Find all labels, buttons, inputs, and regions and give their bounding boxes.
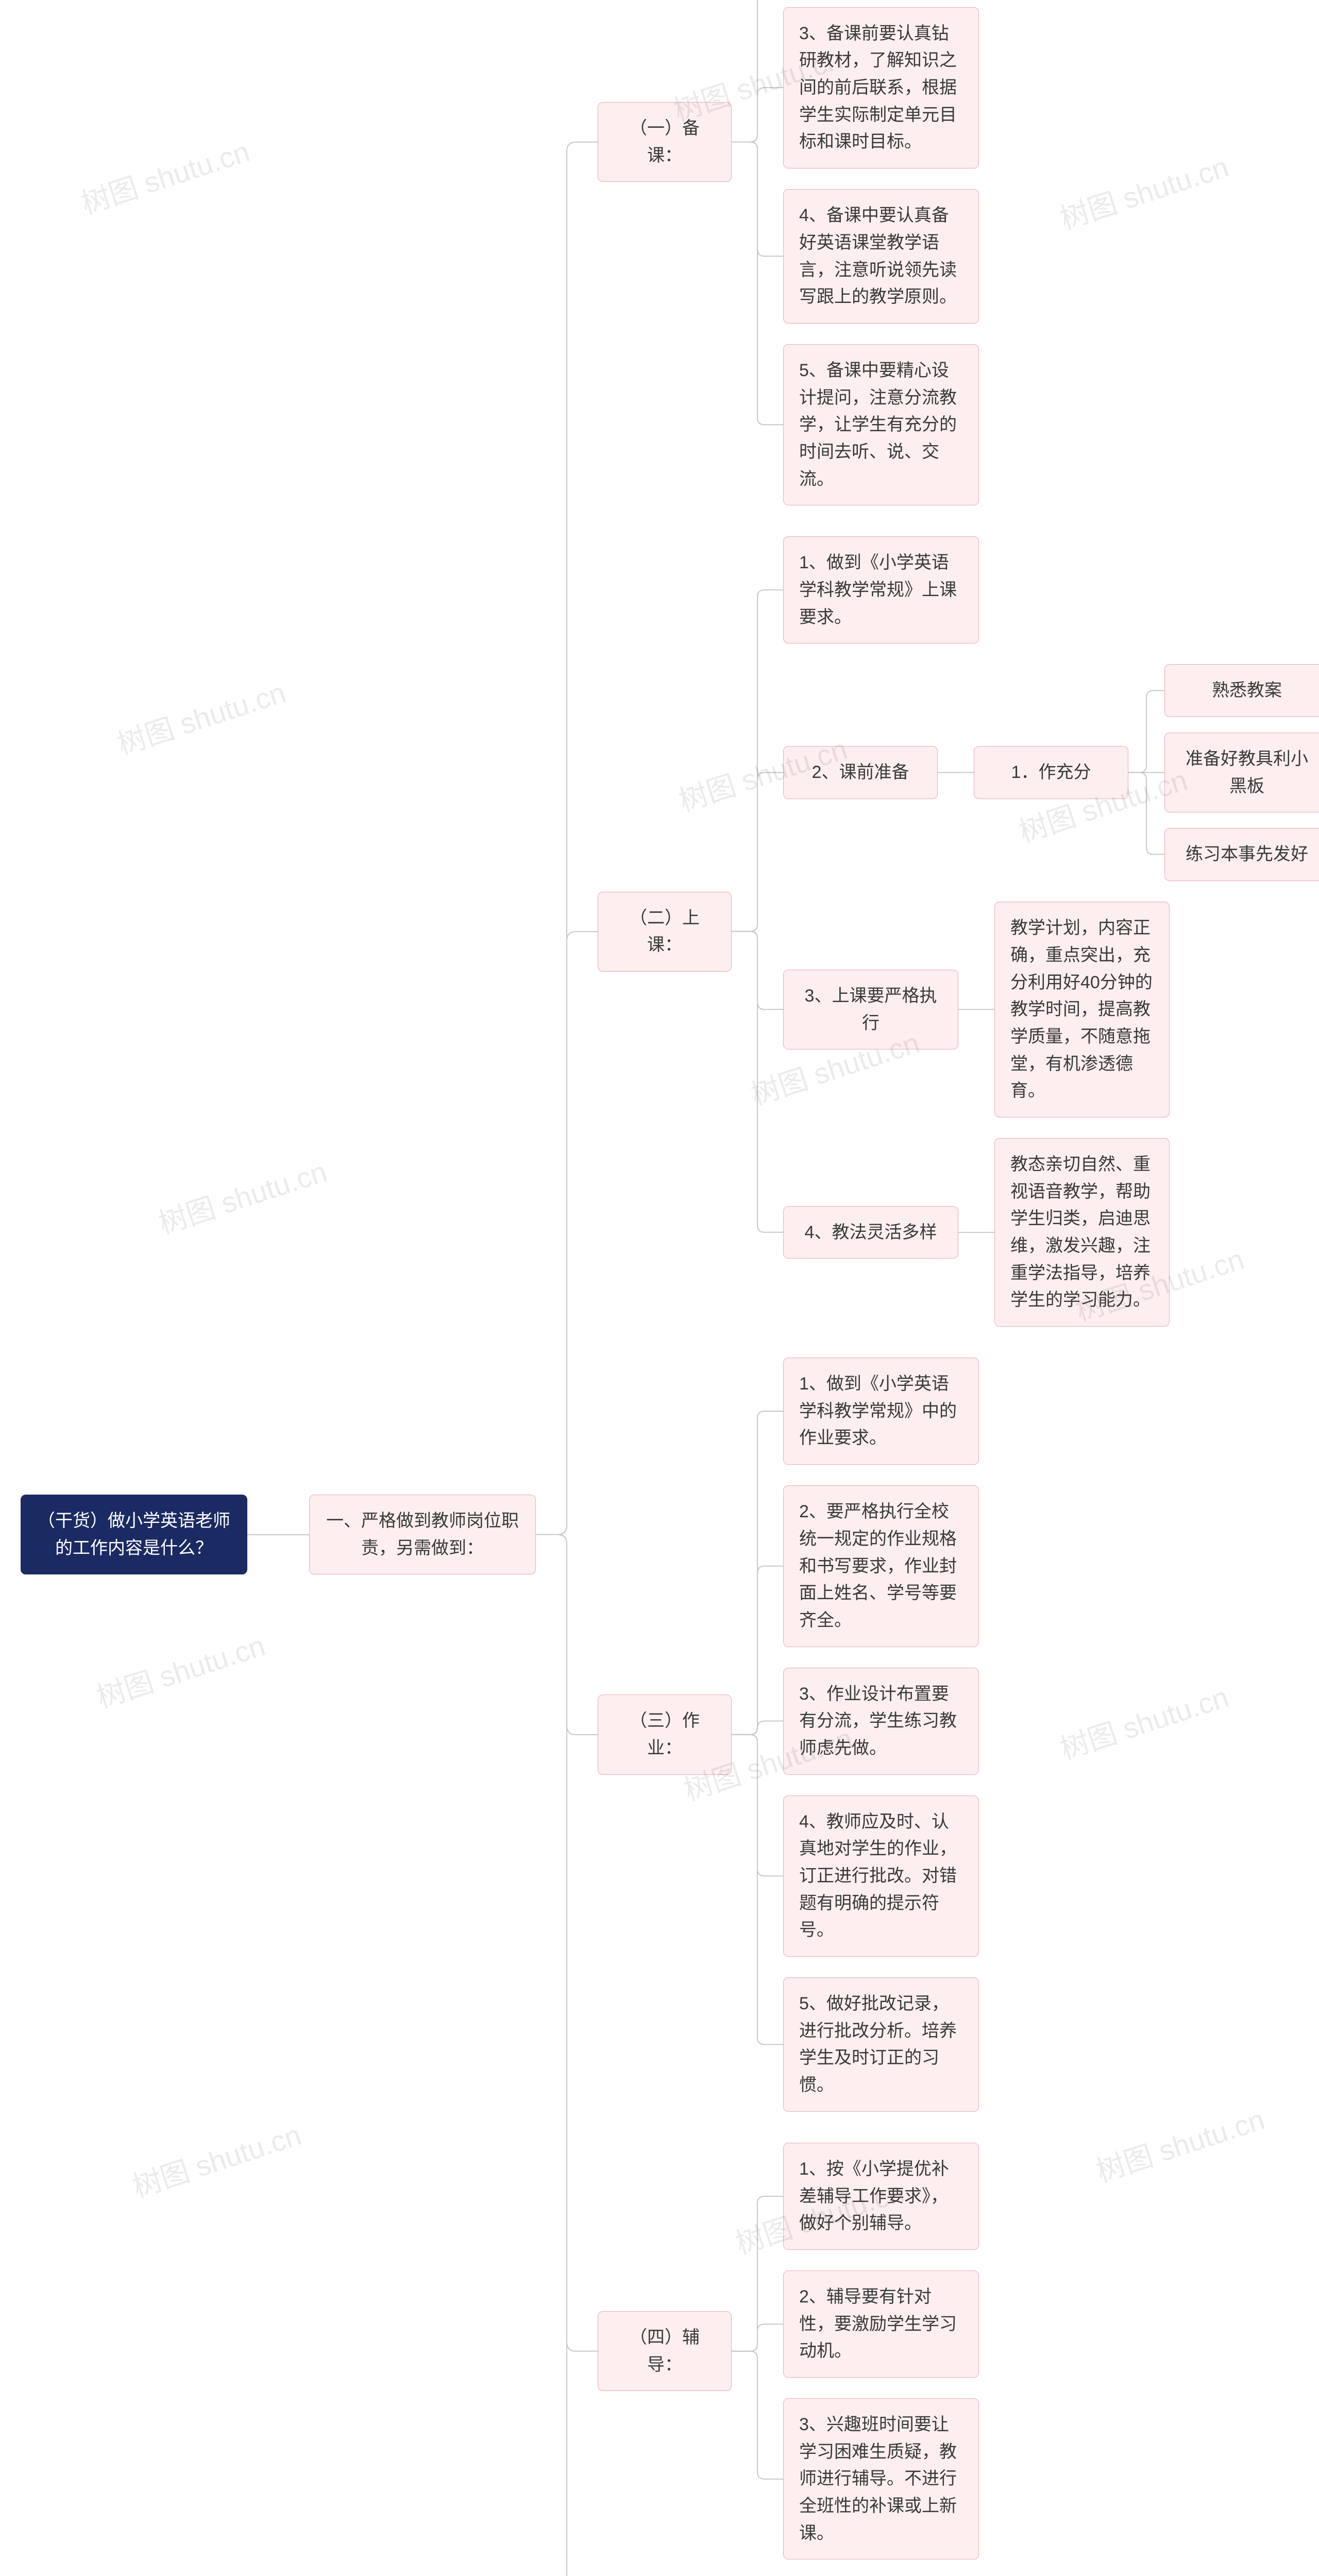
leaf-text: 教态亲切自然、重视语音教学，帮助学生归类，启迪思维，激发兴趣，注重学法指导，培养…: [1010, 1151, 1154, 1314]
leaf-text: 3、作业设计布置要有分流，学生练习教师虑先做。: [799, 1681, 963, 1762]
leaf-text: 教学计划，内容正确，重点突出，充分利用好40分钟的教学时间，提高教学质量，不随意…: [1010, 914, 1154, 1105]
section-zuoye-items: 1、做到《小学英语学科教学常规》中的作业要求。 2、要严格执行全校统一规定的作业…: [783, 1358, 979, 2112]
section-zuoye: （三）作业： 1、做到《小学英语学科教学常规》中的作业要求。 2、要严格执行全校…: [598, 1358, 1319, 2112]
connector-root-l1: [247, 1534, 309, 1536]
leaf-node: 5、备课中要精心设计提问，注意分流教学，让学生有充分的时间去听、说、交流。: [783, 344, 979, 505]
connector-s3: [732, 1358, 783, 2112]
section-zuoye-label-node: （三）作业：: [598, 1694, 732, 1774]
leaf-text: 2、要严格执行全校统一规定的作业规格和书写要求，作业封面上姓名、学号等要齐全。: [799, 1498, 963, 1634]
level1-node: 一、严格做到教师岗位职责，另需做到：: [309, 1495, 536, 1574]
leaf-node: 教态亲切自然、重视语音教学，帮助学生归类，启迪思维，激发兴趣，注重学法指导，培养…: [994, 1138, 1170, 1327]
leaf-node: 练习本事先发好: [1164, 828, 1319, 881]
sections-column: （一）备课： 1、做到《小学英语学科教学常规》备课要求。 2、做到《小学教师备课…: [598, 0, 1319, 2576]
leaf-node: 3、作业设计布置要有分流，学生练习教师虑先做。: [783, 1668, 979, 1775]
leaf-node: 准备好教具利小黑板: [1164, 733, 1319, 812]
leaf-node: 3、备课前要认真钻研教材，了解知识之间的前后联系，根据学生实际制定单元目标和课时…: [783, 7, 979, 168]
section-fudao: （四）辅导： 1、按《小学提优补差辅导工作要求》，做好个别辅导。 2、辅导要有针…: [598, 2143, 1319, 2560]
s2-item1: 1、做到《小学英语学科教学常规》上课要求。: [783, 536, 1319, 643]
leaf-node: 2、要严格执行全校统一规定的作业规格和书写要求，作业封面上姓名、学号等要齐全。: [783, 1485, 979, 1647]
leaf-text: 1、做到《小学英语学科教学常规》中的作业要求。: [799, 1370, 963, 1452]
section-beike: （一）备课： 1、做到《小学英语学科教学常规》备课要求。 2、做到《小学教师备课…: [598, 0, 1319, 505]
leaf-node: 2、辅导要有针对性，要激励学生学习动机。: [783, 2270, 979, 2378]
leaf-text: 2、辅导要有针对性，要激励学生学习动机。: [799, 2283, 963, 2365]
root-node: （干货）做小学英语老师的工作内容是什么？: [21, 1495, 247, 1574]
leaf-text: 2、课前准备: [812, 759, 909, 786]
leaf-node: 4、教师应及时、认真地对学生的作业，订正进行批改。对错题有明确的提示符号。: [783, 1795, 979, 1957]
connector-s2-3: [958, 902, 994, 1117]
section-shangke-items: 1、做到《小学英语学科教学常规》上课要求。 2、课前准备 1．作充分 熟悉教案 …: [783, 536, 1319, 1327]
section-label: （一）备课：: [614, 115, 716, 169]
s2-item2-leaves: 熟悉教案 准备好教具利小黑板 练习本事先发好: [1164, 664, 1319, 881]
leaf-text: 准备好教具利小黑板: [1180, 745, 1313, 800]
leaf-text: 3、备课前要认真钻研教材，了解知识之间的前后联系，根据学生实际制定单元目标和课时…: [799, 20, 963, 156]
connector-s2-2a: [938, 664, 974, 881]
leaf-text: 4、备课中要认真备好英语课堂教学语言，注意听说领先读写跟上的教学原则。: [799, 202, 963, 311]
leaf-text: 练习本事先发好: [1186, 841, 1308, 868]
root-label: （干货）做小学英语老师的工作内容是什么？: [37, 1507, 231, 1562]
connector-s2-4: [958, 1138, 994, 1327]
leaf-node: 1、做到《小学英语学科教学常规》上课要求。: [783, 536, 979, 643]
leaf-node: 4、备课中要认真备好英语课堂教学语言，注意听说领先读写跟上的教学原则。: [783, 189, 979, 324]
leaf-node: 2、课前准备: [783, 746, 938, 799]
leaf-node: 4、教法灵活多样: [783, 1206, 958, 1259]
leaf-node: 教学计划，内容正确，重点突出，充分利用好40分钟的教学时间，提高教学质量，不随意…: [994, 902, 1170, 1117]
section-fudao-items: 1、按《小学提优补差辅导工作要求》，做好个别辅导。 2、辅导要有针对性，要激励学…: [783, 2143, 979, 2560]
section-label: （四）辅导：: [614, 2324, 716, 2378]
leaf-node: 熟悉教案: [1164, 664, 1319, 717]
leaf-text: 4、教师应及时、认真地对学生的作业，订正进行批改。对错题有明确的提示符号。: [799, 1808, 963, 1944]
s2-item4: 4、教法灵活多样 教态亲切自然、重视语音教学，帮助学生归类，启迪思维，激发兴趣，…: [783, 1138, 1319, 1327]
leaf-node: 3、兴趣班时间要让学习困难生质疑，教师进行辅导。不进行全班性的补课或上新课。: [783, 2398, 979, 2560]
s2-item3: 3、上课要严格执行 教学计划，内容正确，重点突出，充分利用好40分钟的教学时间，…: [783, 902, 1319, 1117]
leaf-node: 1、做到《小学英语学科教学常规》中的作业要求。: [783, 1358, 979, 1465]
connector-s4: [732, 2143, 783, 2560]
leaf-node: 3、上课要严格执行: [783, 970, 958, 1049]
leaf-text: 1、按《小学提优补差辅导工作要求》，做好个别辅导。: [799, 2156, 963, 2237]
section-beike-items: 1、做到《小学英语学科教学常规》备课要求。 2、做到《小学教师备课基本要求》。 …: [783, 0, 979, 505]
section-label: （二）上课：: [614, 905, 716, 959]
leaf-node: 1．作充分: [974, 746, 1128, 799]
connector-s2-2b: [1128, 664, 1164, 881]
s2-item2: 2、课前准备 1．作充分 熟悉教案 准备好教具利小黑板 练习本事先发好: [783, 664, 1319, 881]
leaf-text: 4、教法灵活多样: [805, 1219, 937, 1246]
leaf-text: 3、上课要严格执行: [799, 982, 942, 1037]
leaf-text: 3、兴趣班时间要让学习困难生质疑，教师进行辅导。不进行全班性的补课或上新课。: [799, 2411, 963, 2547]
connector-l1-sections: [536, 21, 598, 2576]
leaf-text: 熟悉教案: [1212, 677, 1282, 704]
section-label: （三）作业：: [614, 1707, 716, 1761]
level1-label: 一、严格做到教师岗位职责，另需做到：: [325, 1507, 520, 1562]
section-shangke: （二）上课： 1、做到《小学英语学科教学常规》上课要求。 2、课前准备 1．作充…: [598, 536, 1319, 1327]
leaf-text: 5、备课中要精心设计提问，注意分流教学，让学生有充分的时间去听、说、交流。: [799, 357, 963, 493]
leaf-text: 1、做到《小学英语学科教学常规》上课要求。: [799, 549, 963, 631]
mindmap-root-container: （干货）做小学英语老师的工作内容是什么？ 一、严格做到教师岗位职责，另需做到： …: [21, 21, 1319, 2576]
section-fudao-label-node: （四）辅导：: [598, 2311, 732, 2391]
connector-s1: [732, 0, 783, 505]
leaf-node: 5、做好批改记录，进行批改分析。培养学生及时订正的习惯。: [783, 1977, 979, 2112]
connector-s2: [732, 536, 783, 1327]
section-beike-label-node: （一）备课：: [598, 102, 732, 182]
leaf-node: 1、按《小学提优补差辅导工作要求》，做好个别辅导。: [783, 2143, 979, 2250]
section-shangke-label-node: （二）上课：: [598, 892, 732, 972]
leaf-text: 5、做好批改记录，进行批改分析。培养学生及时订正的习惯。: [799, 1990, 963, 2099]
leaf-text: 1．作充分: [1011, 759, 1091, 786]
